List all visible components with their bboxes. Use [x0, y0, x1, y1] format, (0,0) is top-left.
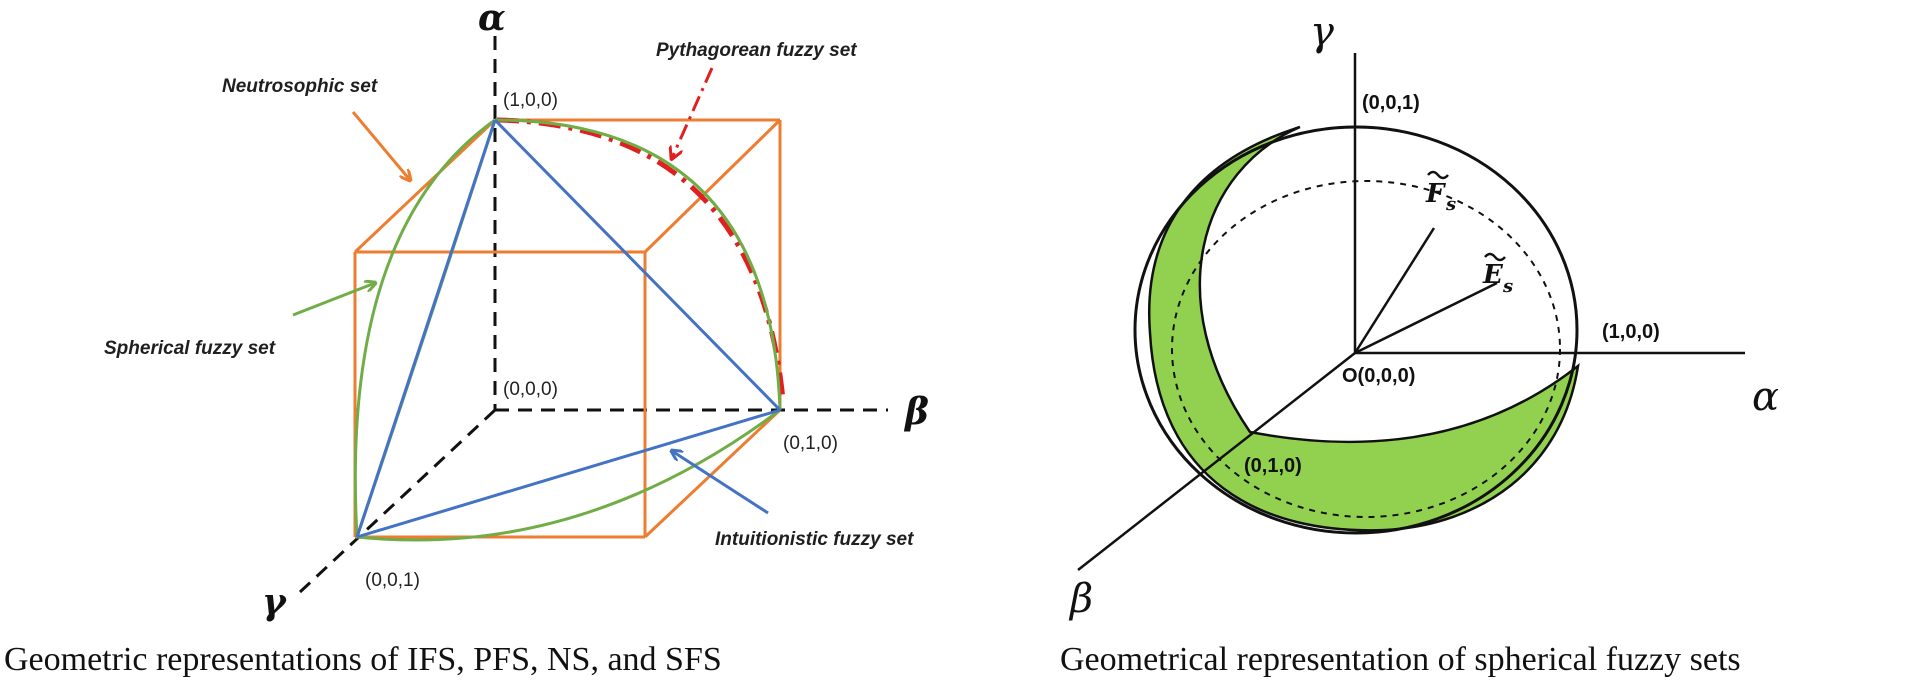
origin-label: O(0,0,0) [1342, 365, 1415, 387]
alpha-axis-label-right: α [1752, 374, 1779, 420]
gamma-axis [298, 408, 497, 594]
spherical-pointer-arrow [292, 283, 375, 317]
intuitionistic-fuzzy-set-label: Intuitionistic fuzzy set [715, 529, 914, 550]
beta-axis-label: β [903, 391, 929, 433]
neutrosophic-pointer-arrow [351, 111, 410, 180]
spherical-fuzzy-set-label: Spherical fuzzy set [104, 338, 276, 359]
gamma-axis-label: γ [262, 581, 288, 623]
point-0-0-1-label-right: (0,0,1) [1362, 92, 1420, 114]
tilde-f [1427, 170, 1449, 180]
alpha-axis-label: α [478, 0, 506, 39]
pythagorean-arc [496, 117, 786, 401]
left-diagram: α β γ (1,0,0) (0,0,0) (0,1,0) (0,0,1) Ne… [4, 0, 929, 678]
point-0-1-0-label: (0,1,0) [783, 433, 838, 454]
vector-f-subscript: s [1445, 194, 1456, 215]
point-0-1-0-label-right: (0,1,0) [1244, 455, 1302, 477]
point-1-0-0-label-right: (1,0,0) [1602, 321, 1660, 343]
pythagorean-pointer-arrow [672, 67, 714, 158]
vector-f-line [1353, 227, 1436, 354]
left-caption: Geometric representations of IFS, PFS, N… [4, 641, 722, 678]
right-diagram: γ α β (0,0,1) (1,0,0) (0,1,0) O(0,0,0) F… [1060, 9, 1779, 678]
vector-e-label: E [1482, 260, 1504, 290]
intuitionistic-pointer-arrow [672, 451, 769, 515]
vector-f-label: F [1425, 179, 1446, 209]
spherical-green-region [1147, 125, 1580, 532]
point-1-0-0-label: (1,0,0) [503, 90, 558, 111]
beta-axis-right [1077, 352, 1356, 571]
neutrosophic-set-label: Neutrosophic set [222, 76, 378, 97]
point-0-0-1-label: (0,0,1) [365, 570, 420, 591]
tilde-e [1484, 252, 1506, 262]
dashed-equator [1171, 180, 1561, 518]
vector-e-line [1354, 281, 1498, 355]
beta-axis-label-right: β [1068, 576, 1093, 622]
gamma-axis-label-right: γ [1310, 9, 1334, 55]
vector-e-subscript: s [1502, 276, 1513, 297]
right-caption: Geometrical representation of spherical … [1060, 641, 1741, 678]
pythagorean-fuzzy-set-label: Pythagorean fuzzy set [656, 40, 857, 61]
intuitionistic-triangle [355, 118, 782, 539]
point-0-0-0-label: (0,0,0) [503, 379, 558, 400]
